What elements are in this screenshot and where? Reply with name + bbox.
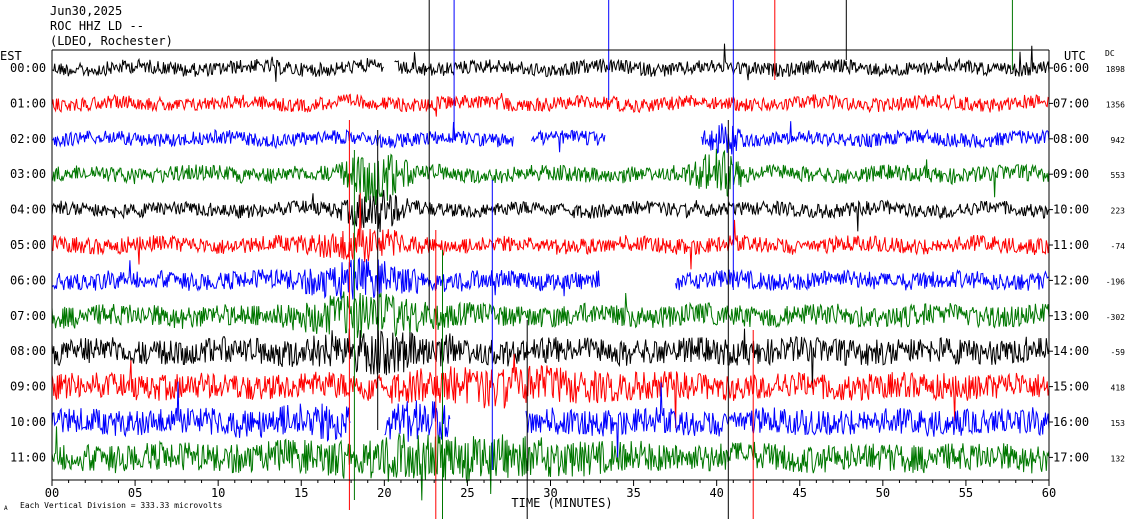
x-tick-label-35: 35 <box>626 486 640 500</box>
x-tick-label-00: 00 <box>45 486 59 500</box>
dc-value-10: 153 <box>1111 419 1126 428</box>
est-label-0: 00:00 <box>10 61 46 75</box>
est-label-4: 04:00 <box>10 203 46 217</box>
header-network: (LDEO, Rochester) <box>50 34 173 48</box>
trace-group <box>51 0 1050 519</box>
trace-line-0800 <box>51 328 1050 389</box>
dc-value-2: 942 <box>1111 136 1126 145</box>
utc-label-0: 06:00 <box>1053 61 1089 75</box>
trace-line-0300 <box>51 148 1050 205</box>
trace-line-0200 <box>52 121 1050 155</box>
utc-label-4: 10:00 <box>1053 203 1089 217</box>
utc-label-1: 07:00 <box>1053 96 1089 110</box>
header-date: Jun30,2025 <box>50 4 122 18</box>
dc-value-8: -59 <box>1111 348 1126 357</box>
dc-column-label: DC <box>1105 49 1115 58</box>
dc-value-7: -302 <box>1106 313 1125 322</box>
dc-value-1: 1356 <box>1106 100 1125 109</box>
est-label-1: 01:00 <box>10 96 46 110</box>
utc-label-10: 16:00 <box>1053 415 1089 429</box>
est-label-6: 06:00 <box>10 273 46 287</box>
trace-line-0100 <box>51 92 1050 117</box>
utc-label-6: 12:00 <box>1053 273 1089 287</box>
trace-line-0000 <box>51 43 1050 82</box>
dc-value-11: 132 <box>1111 454 1126 463</box>
dc-value-3: 553 <box>1111 171 1126 180</box>
est-label-3: 03:00 <box>10 167 46 181</box>
row-labels: 00:00 06:00 1898 01:00 07:00 1356 02:00 08:00 94… <box>10 61 1125 464</box>
utc-label-8: 14:00 <box>1053 344 1089 358</box>
right-timezone-label: UTC <box>1064 49 1086 63</box>
trace-line-0400 <box>51 189 1050 233</box>
x-tick-label-45: 45 <box>793 486 807 500</box>
est-label-9: 09:00 <box>10 380 46 394</box>
x-tick-label-60: 60 <box>1042 486 1056 500</box>
utc-label-3: 09:00 <box>1053 167 1089 181</box>
est-label-7: 07:00 <box>10 309 46 323</box>
x-tick-label-15: 15 <box>294 486 308 500</box>
utc-label-2: 08:00 <box>1053 132 1089 146</box>
est-label-11: 11:00 <box>10 450 46 464</box>
x-tick-label-40: 40 <box>709 486 723 500</box>
trace-line-1100 <box>51 426 1050 501</box>
est-label-2: 02:00 <box>10 132 46 146</box>
est-label-10: 10:00 <box>10 415 46 429</box>
header-station: ROC HHZ LD -- <box>50 19 144 33</box>
utc-label-11: 17:00 <box>1053 450 1089 464</box>
left-timezone-label: EST <box>0 49 22 63</box>
trace-line-0500 <box>51 192 1050 270</box>
est-label-5: 05:00 <box>10 238 46 252</box>
dc-value-4: 223 <box>1111 207 1126 216</box>
x-tick-label-30: 30 <box>543 486 557 500</box>
dc-value-5: -74 <box>1111 242 1126 251</box>
utc-label-5: 11:00 <box>1053 238 1089 252</box>
trace-line-0700 <box>51 291 1050 338</box>
utc-label-7: 13:00 <box>1053 309 1089 323</box>
scale-note: Each Vertical Division = 333.33 microvol… <box>20 501 222 510</box>
corner-mark: A <box>4 505 8 512</box>
est-label-8: 08:00 <box>10 344 46 358</box>
trace-line-0900 <box>51 353 1050 429</box>
x-tick-label-25: 25 <box>460 486 474 500</box>
dc-value-0: 1898 <box>1106 65 1125 74</box>
x-tick-label-50: 50 <box>876 486 890 500</box>
dc-value-9: 418 <box>1111 384 1126 393</box>
x-axis-title: TIME (MINUTES) <box>511 496 612 510</box>
trace-line-0600 <box>51 256 1050 300</box>
dc-value-6: -196 <box>1106 277 1125 286</box>
x-tick-label-55: 55 <box>959 486 973 500</box>
utc-label-9: 15:00 <box>1053 380 1089 394</box>
x-tick-label-20: 20 <box>377 486 391 500</box>
x-axis-ticks: 00 05 10 15 20 25 30 35 40 45 50 55 60 <box>45 480 1056 500</box>
x-tick-label-10: 10 <box>211 486 225 500</box>
x-tick-label-05: 05 <box>128 486 142 500</box>
